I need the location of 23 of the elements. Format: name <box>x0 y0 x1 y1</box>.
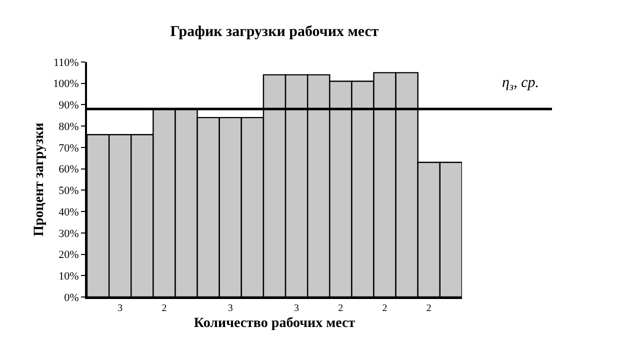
x-tick-label: 3 <box>118 303 123 314</box>
x-tick-label: 2 <box>162 303 167 314</box>
x-tick-label: 3 <box>228 303 233 314</box>
x-tick-label: 2 <box>426 303 432 314</box>
x-axis-title: Количество рабочих мест <box>194 316 356 331</box>
y-tick-label: 40% <box>58 206 79 218</box>
y-axis-title: Процент загрузки <box>32 122 48 236</box>
ref-line-label: η$_{з}$, ср. <box>502 75 539 94</box>
y-tick-label: 110% <box>54 56 79 69</box>
y-tick-label: 20% <box>58 249 79 262</box>
y-tick-label: 100% <box>53 78 79 90</box>
y-tick-label: 90% <box>58 100 79 112</box>
y-tick-label: 30% <box>58 228 79 240</box>
y-tick-label: 10% <box>58 270 79 282</box>
y-tick-label: 80% <box>58 120 79 133</box>
y-tick-label: 60% <box>58 164 79 176</box>
y-tick-label: 70% <box>58 142 79 154</box>
x-tick-label: 2 <box>382 303 388 314</box>
chart-title: График загрузки рабочих мест <box>170 24 380 40</box>
x-tick-label: 2 <box>338 303 344 314</box>
y-tick-label: 0% <box>64 292 79 304</box>
x-tick-label: 3 <box>294 303 300 314</box>
y-tick-label: 50% <box>58 185 79 198</box>
